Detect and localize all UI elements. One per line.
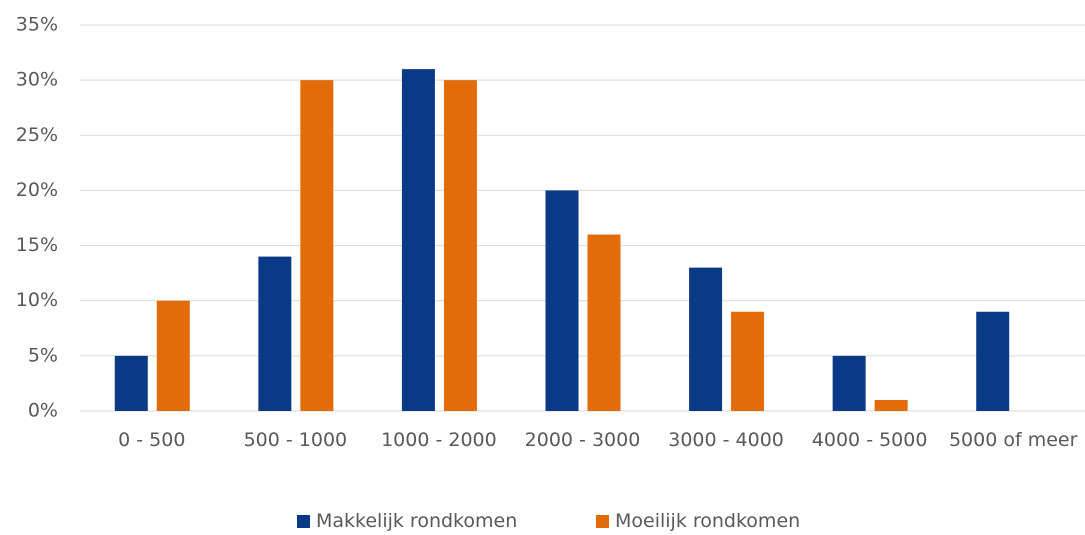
- y-tick-label: 30%: [16, 69, 58, 91]
- x-tick-label: 0 - 500: [118, 429, 186, 451]
- bar: [731, 311, 765, 411]
- bar: [401, 69, 435, 411]
- y-tick-label: 15%: [16, 234, 58, 256]
- bar: [587, 234, 621, 411]
- y-tick-label: 5%: [28, 344, 58, 366]
- bar: [874, 399, 908, 411]
- legend-swatch: [297, 514, 310, 528]
- x-tick-label: 1000 - 2000: [381, 429, 497, 451]
- bar: [443, 80, 477, 412]
- y-tick-label: 35%: [16, 14, 58, 36]
- bar: [689, 267, 723, 411]
- y-tick-label: 25%: [16, 124, 58, 146]
- bar: [832, 355, 866, 411]
- bar: [156, 300, 190, 411]
- y-tick-label: 0%: [28, 400, 58, 422]
- x-tick-label: 4000 - 5000: [811, 429, 928, 451]
- bar: [976, 311, 1010, 411]
- bar: [258, 256, 292, 411]
- x-tick-label: 500 - 1000: [243, 429, 348, 451]
- x-tick-label: 2000 - 3000: [524, 429, 641, 451]
- legend-item: Moeilijk rondkomen: [596, 510, 800, 532]
- bar: [545, 190, 579, 411]
- y-tick-label: 10%: [16, 289, 58, 311]
- x-tick-label: 5000 of meer: [948, 429, 1078, 451]
- legend-swatch: [596, 514, 609, 528]
- bar: [114, 355, 148, 411]
- y-tick-label: 20%: [16, 179, 58, 201]
- bar: [300, 80, 334, 412]
- legend-item: Makkelijk rondkomen: [297, 510, 517, 532]
- legend-label: Moeilijk rondkomen: [615, 510, 801, 532]
- legend-label: Makkelijk rondkomen: [316, 510, 518, 532]
- x-tick-label: 3000 - 4000: [668, 429, 784, 451]
